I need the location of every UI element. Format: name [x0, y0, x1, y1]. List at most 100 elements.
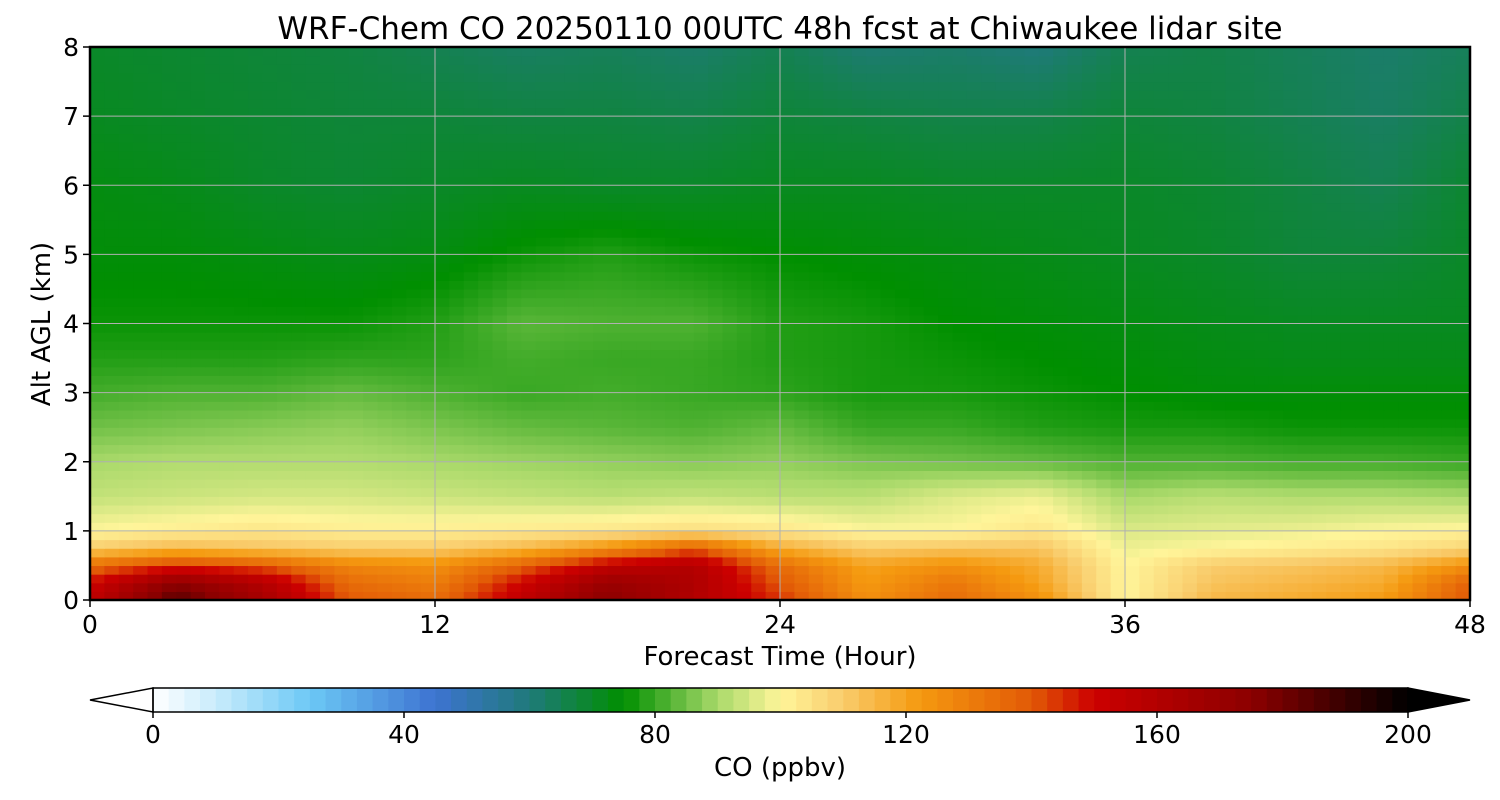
heatmap-cell: [909, 306, 925, 316]
heatmap-cell: [1369, 427, 1385, 437]
heatmap-cell: [1283, 513, 1299, 523]
heatmap-cell: [348, 185, 364, 195]
heatmap-cell: [348, 280, 364, 290]
heatmap-cell: [90, 574, 105, 584]
heatmap-cell: [1153, 461, 1169, 471]
heatmap-cell: [880, 548, 896, 558]
heatmap-cell: [765, 340, 781, 351]
heatmap-cell: [708, 461, 724, 471]
heatmap-cell: [679, 228, 695, 238]
heatmap-cell: [564, 539, 580, 549]
heatmap-cell: [1426, 591, 1442, 601]
heatmap-cell: [1010, 418, 1025, 428]
heatmap-cell: [1067, 306, 1083, 316]
heatmap-cell: [1053, 487, 1069, 497]
heatmap-cell: [722, 565, 738, 575]
heatmap-cell: [808, 167, 824, 178]
heatmap-cell: [679, 185, 695, 195]
heatmap-cell: [636, 314, 652, 325]
heatmap-cell: [938, 530, 954, 541]
heatmap-cell: [1412, 383, 1428, 394]
heatmap-cell: [420, 176, 436, 186]
heatmap-cell: [621, 565, 637, 575]
heatmap-cell: [205, 150, 220, 160]
heatmap-cell: [952, 185, 968, 195]
heatmap-cell: [391, 409, 407, 420]
heatmap-cell: [1096, 591, 1112, 601]
heatmap-cell: [1268, 193, 1284, 204]
heatmap-cell: [1311, 314, 1327, 325]
heatmap-cell: [104, 314, 120, 325]
heatmap-cell: [334, 565, 350, 575]
heatmap-cell: [650, 340, 666, 351]
heatmap-cell: [1412, 176, 1428, 186]
heatmap-cell: [161, 150, 177, 160]
heatmap-cell: [1067, 496, 1083, 506]
heatmap-cell: [578, 435, 594, 446]
heatmap-cell: [320, 461, 335, 471]
heatmap-cell: [1024, 453, 1040, 463]
heatmap-cell: [794, 383, 810, 394]
heatmap-cell: [363, 358, 379, 368]
heatmap-cell: [1096, 418, 1112, 428]
heatmap-cell: [492, 487, 508, 497]
heatmap-cell: [147, 479, 163, 489]
heatmap-cell: [1297, 504, 1313, 515]
heatmap-cell: [1211, 358, 1227, 368]
heatmap-cell: [219, 470, 235, 480]
heatmap-cell: [923, 375, 939, 385]
heatmap-cell: [1268, 539, 1284, 549]
heatmap-cell: [1355, 263, 1370, 273]
heatmap-cell: [1268, 332, 1284, 342]
heatmap-cell: [1240, 556, 1255, 567]
heatmap-cell: [90, 332, 105, 342]
heatmap-cell: [1240, 513, 1255, 523]
heatmap-cell: [1139, 392, 1155, 402]
heatmap-cell: [895, 470, 910, 480]
heatmap-cell: [463, 323, 479, 333]
heatmap-cell: [1168, 401, 1184, 411]
heatmap-cell: [478, 263, 494, 273]
heatmap-cell: [1355, 522, 1370, 532]
heatmap-cell: [693, 418, 709, 428]
heatmap-cell: [780, 539, 795, 549]
heatmap-cell: [190, 167, 206, 178]
heatmap-cell: [1168, 340, 1184, 351]
heatmap-cell: [1153, 349, 1169, 359]
heatmap-cell: [1311, 366, 1327, 376]
heatmap-cell: [823, 435, 839, 446]
heatmap-cell: [276, 306, 292, 316]
heatmap-cell: [506, 314, 522, 325]
heatmap-cell: [1398, 383, 1414, 394]
heatmap-cell: [808, 461, 824, 471]
heatmap-cell: [478, 487, 494, 497]
heatmap-cell: [1369, 219, 1385, 230]
heatmap-cell: [578, 176, 594, 186]
heatmap-cell: [205, 375, 220, 385]
heatmap-cell: [780, 470, 795, 480]
heatmap-cell: [693, 332, 709, 342]
heatmap-cell: [1225, 211, 1241, 221]
heatmap-cell: [593, 427, 609, 437]
heatmap-cell: [981, 254, 997, 264]
heatmap-cell: [248, 211, 264, 221]
heatmap-cell: [1110, 470, 1126, 480]
heatmap-cell: [550, 591, 565, 601]
heatmap-cell: [995, 479, 1011, 489]
heatmap-cell: [593, 556, 609, 567]
heatmap-cell: [478, 150, 494, 160]
heatmap-cell: [765, 219, 781, 230]
heatmap-cell: [679, 202, 695, 212]
heatmap-cell: [348, 340, 364, 351]
heatmap-cell: [909, 202, 925, 212]
heatmap-cell: [205, 185, 220, 195]
heatmap-cell: [981, 349, 997, 359]
heatmap-cell: [176, 582, 192, 592]
heatmap-cell: [248, 245, 264, 255]
heatmap-cell: [607, 487, 623, 497]
heatmap-cell: [751, 530, 767, 541]
heatmap-cell: [909, 340, 925, 351]
heatmap-cell: [1125, 245, 1140, 255]
heatmap-cell: [363, 539, 379, 549]
heatmap-cell: [1283, 487, 1299, 497]
